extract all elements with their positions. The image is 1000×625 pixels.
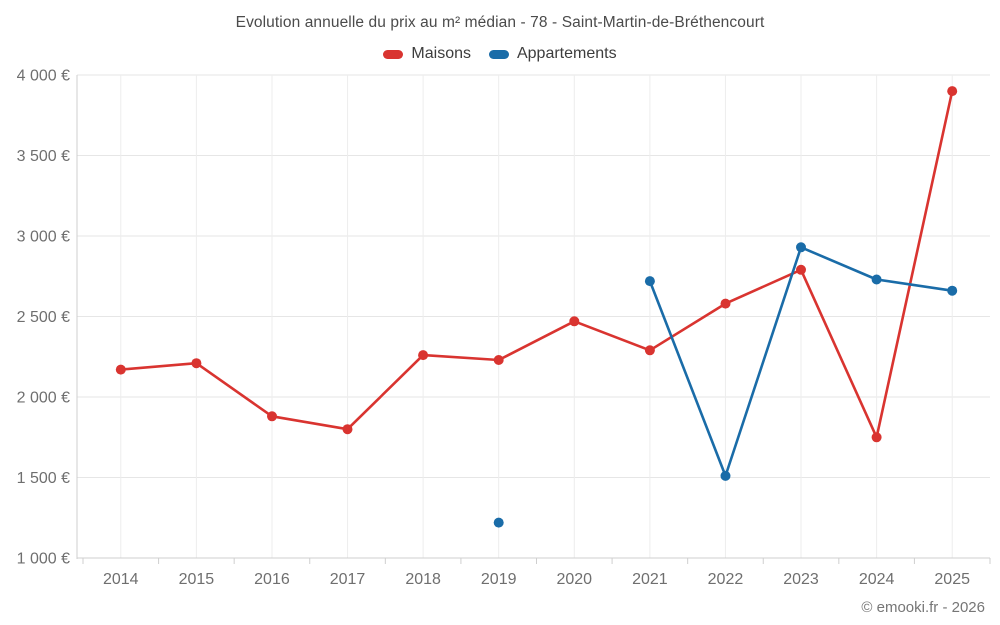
data-point-maisons-2018[interactable] — [418, 350, 429, 361]
legend-item-appartements[interactable]: Appartements — [488, 45, 617, 63]
data-point-maisons-2017[interactable] — [342, 424, 353, 435]
x-axis-tick-label: 2025 — [934, 571, 970, 588]
y-axis-tick-label: 2 000 € — [17, 390, 70, 407]
data-point-maisons-2020[interactable] — [569, 316, 580, 327]
data-point-maisons-2025[interactable] — [947, 86, 958, 97]
watermark-credit: © emooki.fr - 2026 — [861, 599, 985, 616]
x-axis-tick-label: 2017 — [330, 571, 366, 588]
data-point-appartements-2019[interactable] — [493, 517, 504, 528]
data-point-maisons-2015[interactable] — [191, 358, 202, 369]
x-axis-tick-label: 2018 — [405, 571, 441, 588]
maisons-legend-label: Maisons — [411, 45, 471, 62]
x-axis-tick-label: 2022 — [708, 571, 744, 588]
appartements-legend-label: Appartements — [516, 45, 617, 62]
data-point-appartements-2025[interactable] — [947, 285, 958, 296]
data-point-appartements-2024[interactable] — [871, 274, 882, 285]
y-axis-tick-label: 1 500 € — [17, 470, 70, 487]
data-point-maisons-2019[interactable] — [493, 355, 504, 365]
data-point-appartements-2021[interactable] — [644, 276, 655, 287]
x-axis-tick-label: 2024 — [859, 571, 895, 588]
y-axis-tick-label: 4 000 € — [17, 68, 70, 85]
data-point-appartements-2022[interactable] — [720, 470, 731, 481]
x-axis-tick-label: 2020 — [556, 571, 592, 588]
appartements-legend-swatch-icon — [488, 49, 509, 59]
maisons-legend-swatch-icon — [383, 49, 404, 59]
data-point-maisons-2016[interactable] — [267, 411, 277, 422]
x-axis-tick-label: 2023 — [783, 571, 819, 588]
legend-item-maisons[interactable]: Maisons — [383, 45, 471, 63]
chart-title: Evolution annuelle du prix au m² médian … — [235, 14, 765, 31]
data-point-maisons-2023[interactable] — [796, 264, 806, 275]
x-axis-tick-label: 2014 — [103, 571, 139, 588]
data-point-maisons-2021[interactable] — [644, 345, 655, 356]
y-axis-tick-label: 2 500 € — [17, 309, 70, 326]
data-point-maisons-2024[interactable] — [871, 432, 882, 443]
data-point-maisons-2022[interactable] — [720, 298, 731, 309]
data-point-appartements-2023[interactable] — [796, 242, 806, 253]
y-axis-tick-label: 3 500 € — [17, 148, 70, 165]
series-line-maisons — [119, 89, 954, 439]
x-axis-tick-label: 2016 — [254, 571, 290, 588]
x-axis-tick-label: 2019 — [481, 571, 517, 588]
y-axis-tick-label: 1 000 € — [17, 551, 70, 568]
chart-legend: Maisons Appartements — [0, 45, 1000, 63]
x-axis-tick-label: 2021 — [632, 571, 668, 588]
y-axis-tick-label: 3 000 € — [17, 229, 70, 246]
x-axis-tick-label: 2015 — [179, 571, 215, 588]
data-point-maisons-2014[interactable] — [115, 364, 126, 375]
